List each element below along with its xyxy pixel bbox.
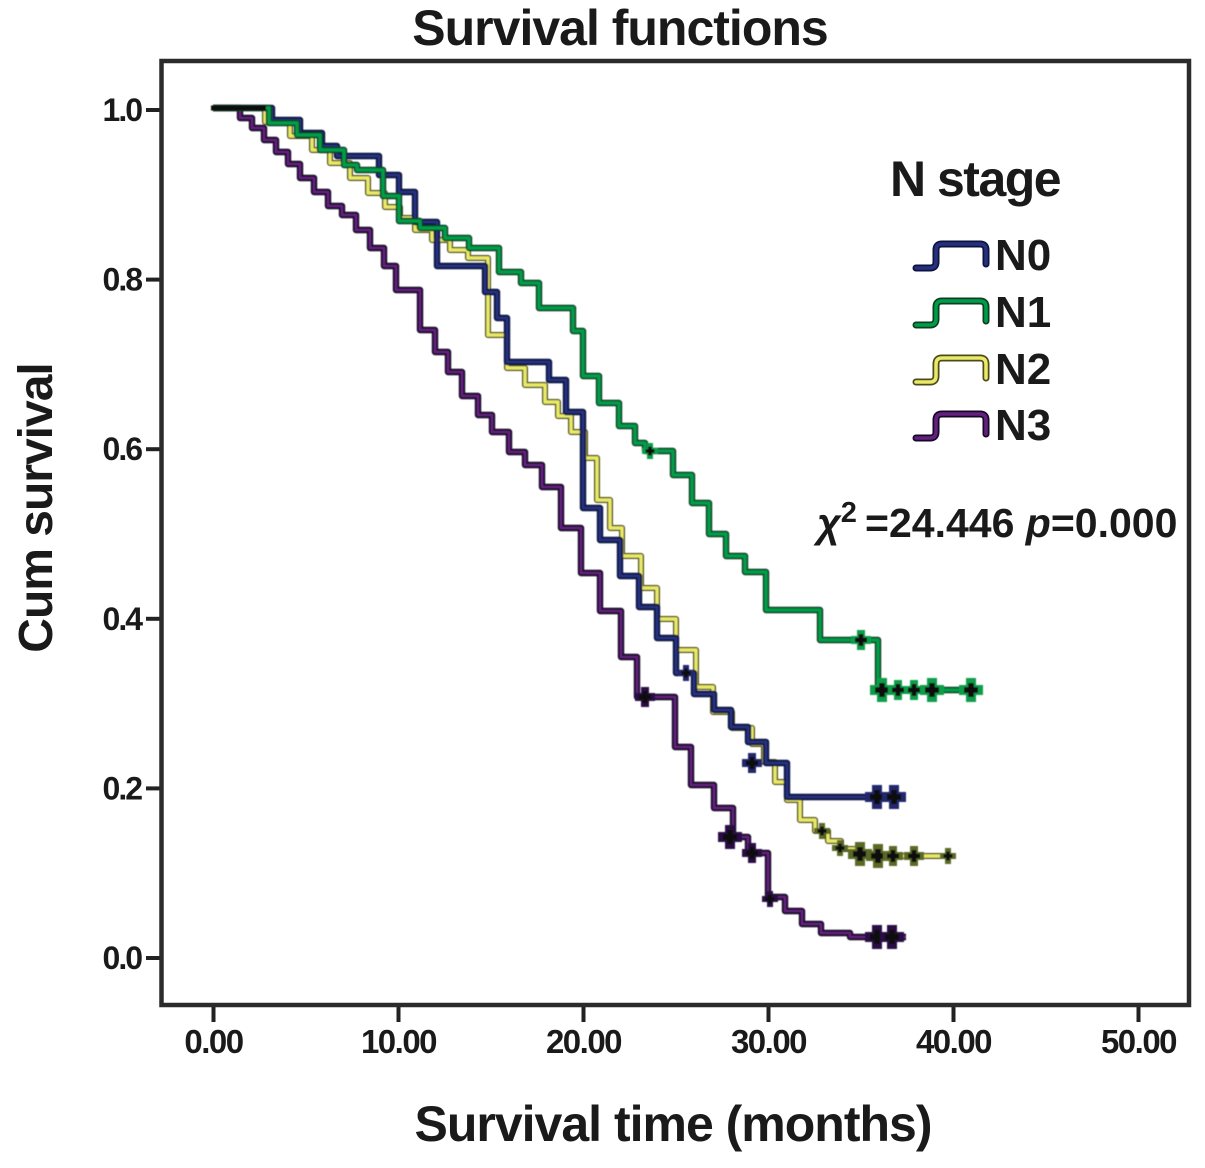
svg-text:Survival functions: Survival functions	[412, 0, 827, 56]
svg-text:0.2: 0.2	[103, 770, 143, 806]
svg-text:N0: N0	[995, 231, 1051, 280]
svg-text:0.8: 0.8	[103, 262, 143, 298]
svg-text:0.6: 0.6	[103, 431, 143, 467]
svg-text:Cum survival: Cum survival	[10, 363, 63, 652]
svg-text:N1: N1	[995, 288, 1051, 337]
svg-text:10.00: 10.00	[361, 1023, 436, 1060]
svg-text:50.00: 50.00	[1101, 1023, 1176, 1060]
svg-text:Survival time (months): Survival time (months)	[415, 1096, 932, 1152]
svg-text:20.00: 20.00	[546, 1023, 621, 1060]
svg-text:N stage: N stage	[890, 151, 1061, 207]
svg-text:χ2 =24.446 p=0.000: χ2 =24.446 p=0.000	[813, 497, 1177, 546]
svg-text:N3: N3	[995, 401, 1051, 450]
svg-text:30.00: 30.00	[731, 1023, 806, 1060]
svg-text:N2: N2	[995, 345, 1051, 394]
svg-text:40.00: 40.00	[916, 1023, 991, 1060]
svg-text:0.00: 0.00	[184, 1023, 242, 1060]
svg-text:0.0: 0.0	[103, 940, 143, 976]
svg-text:0.4: 0.4	[103, 601, 144, 637]
svg-text:1.0: 1.0	[103, 92, 143, 128]
